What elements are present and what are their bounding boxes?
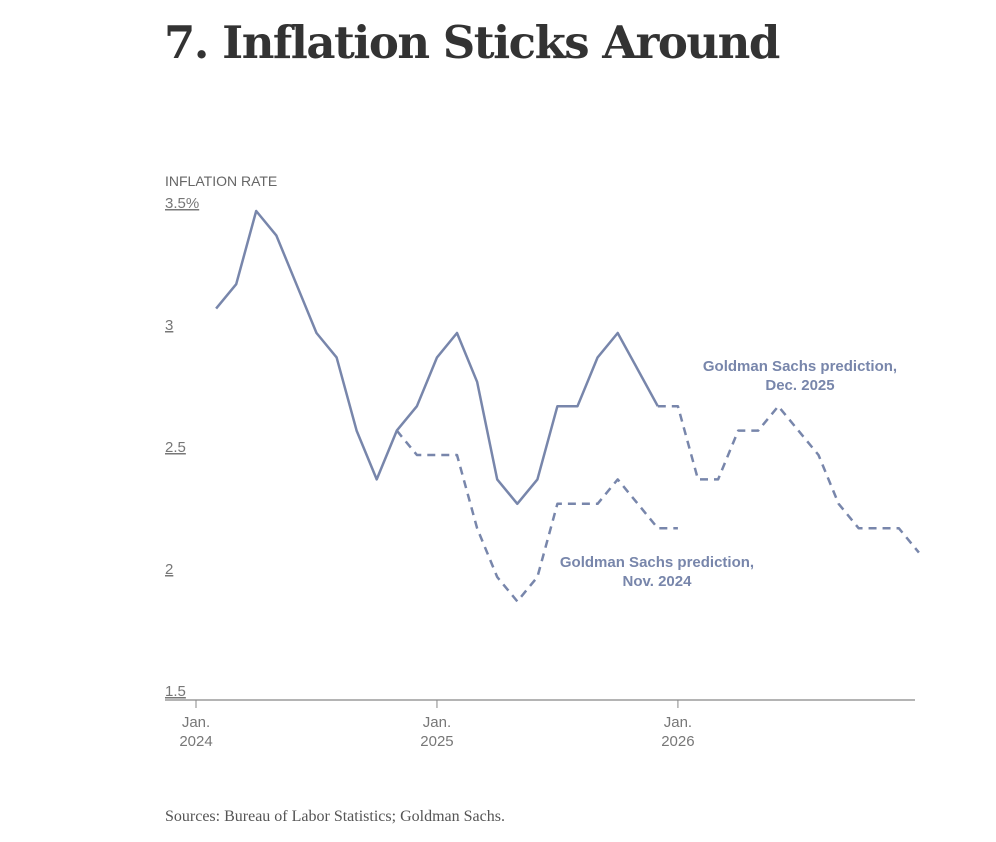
y-tick-label: 3.5% — [165, 195, 199, 212]
annotation-dec-2025-line2: Dec. 2025 — [765, 377, 834, 394]
series-line-prediction-2 — [657, 404, 920, 554]
x-tick-label: Jan. — [664, 714, 692, 731]
y-tick-label: 3 — [165, 317, 173, 334]
x-tick-label: Jan. — [423, 714, 451, 731]
y-tick-label: 2.5 — [165, 439, 186, 456]
annotation-nov-2024-line1: Goldman Sachs prediction, — [560, 554, 754, 571]
y-tick-label: 2 — [165, 561, 173, 578]
series-line-actual — [215, 209, 659, 506]
x-tick-label: 2025 — [420, 733, 453, 750]
annotation-nov-2024-line2: Nov. 2024 — [623, 573, 693, 590]
y-tick-label: 1.5 — [165, 683, 186, 700]
series-line-prediction-1 — [395, 429, 678, 603]
x-tick-label: 2026 — [661, 733, 694, 750]
x-tick-label: 2024 — [179, 733, 212, 750]
annotation-dec-2025-line1: Goldman Sachs prediction, — [703, 358, 897, 375]
y-axis-label: INFLATION RATE — [165, 173, 277, 189]
source-note: Sources: Bureau of Labor Statistics; Gol… — [165, 808, 505, 825]
chart-title: 7. Inflation Sticks Around — [164, 16, 780, 69]
x-tick-label: Jan. — [182, 714, 210, 731]
